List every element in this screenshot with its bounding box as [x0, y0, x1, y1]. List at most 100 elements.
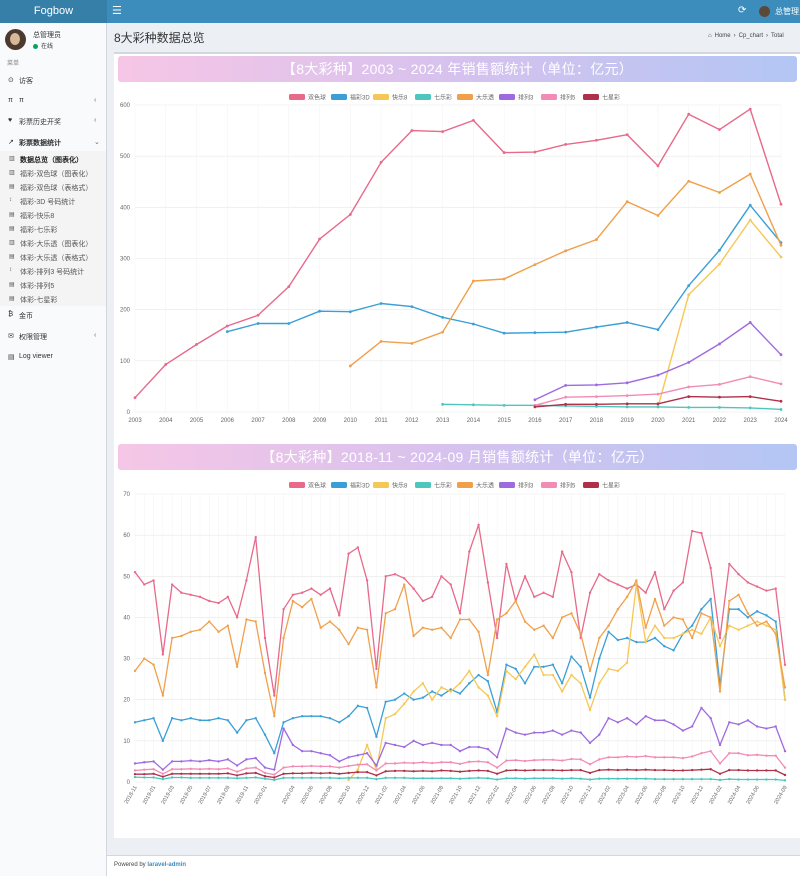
data-point	[681, 777, 685, 781]
data-point	[718, 342, 721, 346]
data-point	[755, 753, 759, 757]
x-tick-label: 2015	[497, 418, 511, 424]
data-point	[410, 305, 414, 308]
data-point	[625, 587, 629, 590]
data-point	[449, 761, 452, 764]
data-point	[774, 628, 777, 631]
data-point	[774, 769, 777, 772]
y-tick-label: 500	[120, 154, 131, 160]
refresh-icon[interactable]: ⟳	[738, 5, 747, 16]
data-point	[300, 749, 304, 753]
sidebar-toggle-icon[interactable]: ☰	[112, 5, 122, 17]
legend-label: 大乐透	[476, 94, 494, 102]
x-tick-label: 2022-06	[523, 785, 538, 805]
data-point	[663, 608, 666, 611]
data-point	[347, 764, 350, 768]
series-line	[442, 403, 782, 411]
data-point	[468, 550, 471, 553]
data-point	[226, 772, 230, 775]
data-point	[152, 772, 155, 775]
data-point	[718, 636, 722, 640]
data-point	[514, 677, 517, 681]
data-point	[779, 202, 783, 206]
legend-swatch	[541, 482, 557, 488]
data-point	[681, 581, 685, 584]
data-point	[319, 776, 322, 780]
data-point	[595, 138, 598, 142]
data-point	[477, 630, 480, 634]
data-point	[393, 769, 397, 773]
x-tick-label: 2024-02	[708, 785, 723, 805]
data-point	[505, 769, 508, 772]
data-point	[502, 403, 506, 407]
data-point	[505, 562, 508, 566]
data-point	[551, 777, 555, 780]
data-point	[440, 769, 443, 772]
x-tick-label: 2018-11	[124, 785, 139, 805]
footer-brand-link[interactable]: laravel-admin	[147, 862, 187, 868]
submenu-item-label: 体彩-大乐透（表格式）	[20, 255, 93, 262]
data-point	[256, 313, 260, 317]
data-point	[348, 364, 352, 368]
data-point	[143, 719, 146, 722]
breadcrumb-home[interactable]: Home	[714, 33, 731, 39]
x-tick-label: 2024-04	[727, 785, 742, 805]
data-point	[254, 756, 257, 760]
x-tick-label: 2024-09	[773, 785, 788, 805]
data-point	[533, 665, 536, 668]
data-point	[635, 640, 638, 644]
data-point	[440, 686, 443, 689]
data-point	[625, 200, 629, 204]
data-point	[595, 238, 598, 241]
data-point	[598, 768, 601, 772]
data-point	[783, 698, 787, 701]
data-point	[477, 686, 480, 689]
series-group	[347, 583, 787, 782]
top-user-name[interactable]: 总管理员	[775, 7, 800, 16]
data-point	[595, 325, 598, 329]
data-point	[412, 587, 415, 590]
data-point	[133, 775, 137, 779]
data-point	[170, 583, 174, 586]
home-icon[interactable]: ⌂	[708, 33, 712, 39]
top-avatar[interactable]	[759, 6, 770, 17]
x-tick-label: 2021-10	[448, 785, 463, 805]
breadcrumb-cp-chart[interactable]: Cp_chart	[738, 33, 763, 39]
data-point	[644, 626, 647, 629]
data-point	[338, 777, 341, 780]
data-point	[365, 763, 369, 766]
data-point	[152, 776, 155, 779]
data-point	[656, 405, 660, 409]
data-point	[687, 112, 691, 116]
sidebar-item-label: 金币	[19, 313, 33, 320]
data-point	[421, 769, 425, 773]
data-point	[133, 772, 137, 776]
legend-swatch	[373, 482, 389, 488]
data-point	[458, 777, 462, 780]
data-point	[471, 322, 475, 326]
y-tick-label: 400	[120, 205, 131, 211]
clock-icon: ⊙	[8, 77, 14, 84]
data-point	[486, 777, 490, 780]
data-point	[477, 523, 480, 527]
data-point	[502, 151, 506, 154]
data-point	[551, 673, 555, 677]
data-point	[458, 612, 462, 615]
data-point	[133, 769, 137, 772]
data-point	[746, 719, 750, 722]
app-logo[interactable]: Fogbow	[0, 0, 107, 23]
data-point	[755, 610, 759, 613]
data-point	[672, 756, 675, 759]
data-point	[282, 776, 285, 780]
data-point	[533, 263, 537, 267]
data-point	[133, 669, 137, 673]
data-point	[198, 595, 202, 599]
data-point	[687, 395, 691, 399]
data-point	[356, 754, 360, 757]
data-point	[245, 719, 248, 722]
y-tick-label: 20	[123, 698, 130, 704]
x-tick-label: 2013	[436, 418, 450, 424]
envelope-icon: ✉	[8, 333, 14, 340]
user-name: 总管理员	[33, 32, 61, 39]
data-point	[709, 768, 712, 771]
